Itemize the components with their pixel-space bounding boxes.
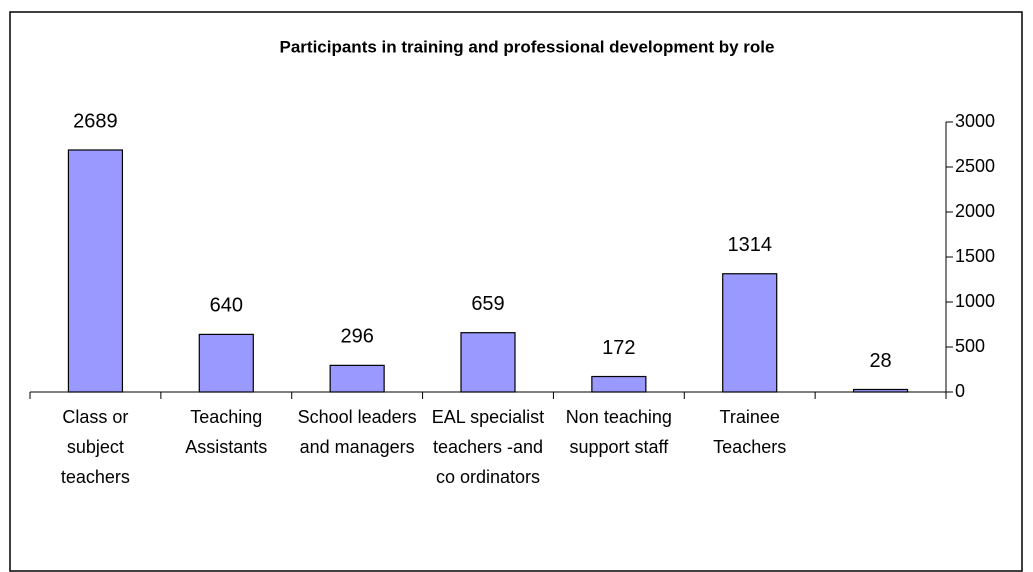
x-tick-label: Teaching Assistants [185, 407, 268, 457]
y-tick-label: 0 [955, 381, 965, 401]
y-tick-label: 1000 [955, 291, 995, 311]
value-label: 296 [340, 326, 373, 348]
y-tick-label: 2500 [955, 156, 995, 176]
value-label: 1314 [727, 234, 772, 256]
x-tick-label: Class or subject teachers [60, 407, 130, 487]
y-tick-label: 3000 [955, 111, 995, 131]
bar [329, 364, 385, 393]
x-tick-label: Trainee Teachers [713, 407, 787, 457]
value-label: 28 [869, 350, 891, 372]
chart-frame [9, 11, 1023, 572]
value-label: 172 [602, 337, 635, 359]
value-label: 659 [471, 293, 504, 315]
bar [460, 332, 516, 393]
x-tick-label: School leaders and managers [297, 407, 417, 457]
x-tick-label: EAL specialist teachers -and co ordinato… [431, 407, 545, 487]
y-tick-label: 500 [955, 336, 985, 356]
value-label: 640 [210, 295, 243, 317]
y-tick-label: 1500 [955, 246, 995, 266]
bar [67, 149, 124, 393]
value-label: 2689 [73, 110, 118, 132]
bar [722, 273, 778, 393]
x-tick-label: Non teaching support staff [565, 407, 672, 457]
chart-title: Participants in training and professiona… [280, 37, 775, 56]
bar [591, 375, 647, 393]
bar [198, 333, 254, 393]
y-tick-label: 2000 [955, 201, 995, 221]
bar [852, 388, 909, 393]
